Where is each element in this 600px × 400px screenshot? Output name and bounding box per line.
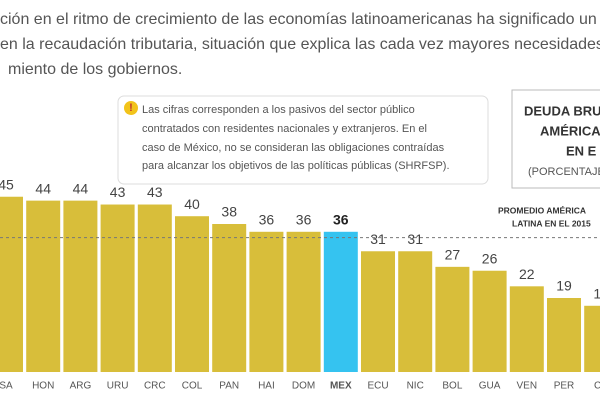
intro-line: miento de los gobiernos. xyxy=(8,61,182,78)
value-label: 43 xyxy=(147,184,163,200)
chart-title: EN E xyxy=(566,143,597,158)
x-tick-label: ARG xyxy=(70,381,92,392)
x-tick-label: CRC xyxy=(144,381,166,392)
value-label: 22 xyxy=(519,266,535,282)
bar xyxy=(137,204,172,372)
bar xyxy=(547,298,581,372)
bar xyxy=(175,216,209,372)
x-tick-label: GUA xyxy=(479,381,501,392)
x-tick-label: COL xyxy=(182,381,203,392)
intro-line: ción en el ritmo de crecimiento de las e… xyxy=(0,11,597,28)
note-line: Las cifras corresponden a los pasivos de… xyxy=(142,104,415,116)
x-tick-label: BOL xyxy=(442,381,462,392)
value-label: 36 xyxy=(296,211,312,227)
bar xyxy=(323,231,358,372)
value-label: 36 xyxy=(333,211,349,227)
value-label: 44 xyxy=(73,180,89,196)
title-box xyxy=(511,89,600,189)
bar xyxy=(63,200,98,372)
x-tick-label: HAI xyxy=(258,381,275,392)
x-tick-label: CH xyxy=(594,381,600,392)
bar xyxy=(361,251,395,372)
average-label: LATINA EN EL 2015 xyxy=(512,218,591,228)
value-label: 19 xyxy=(556,278,572,294)
bar xyxy=(249,231,284,372)
bar xyxy=(435,266,470,372)
x-tick-label: ECU xyxy=(367,381,388,392)
note-box xyxy=(117,95,489,185)
bar xyxy=(100,204,135,372)
note-line: para alcanzar los objetivos de las polít… xyxy=(142,160,450,172)
x-tick-label: DOM xyxy=(292,381,315,392)
value-label: 27 xyxy=(445,247,461,263)
value-label: 17 xyxy=(593,285,600,301)
bar xyxy=(472,270,507,372)
x-tick-label: URU xyxy=(107,381,129,392)
note-line: caso de México, no se consideran las obl… xyxy=(142,142,445,154)
value-label: 40 xyxy=(184,196,200,212)
x-tick-label: SA xyxy=(0,381,13,392)
bar xyxy=(398,251,433,372)
x-tick-label: PER xyxy=(554,381,575,392)
x-tick-label: MEX xyxy=(330,381,352,392)
warning-mark: ! xyxy=(129,102,133,114)
bar xyxy=(0,196,23,372)
bar xyxy=(509,286,544,372)
value-label: 45 xyxy=(0,176,14,192)
x-tick-label: HON xyxy=(32,381,54,392)
bar xyxy=(26,200,61,372)
value-label: 38 xyxy=(221,204,237,220)
value-label: 36 xyxy=(259,211,275,227)
bar xyxy=(212,224,247,372)
value-label: 26 xyxy=(482,250,498,266)
note-line: contratados con residentes nacionales y … xyxy=(142,123,427,135)
chart-title: AMÉRICA xyxy=(540,123,600,138)
bar xyxy=(286,231,321,372)
x-tick-label: NIC xyxy=(407,381,424,392)
chart-subtitle: (PORCENTAJE xyxy=(528,166,600,178)
value-label: 44 xyxy=(35,180,51,196)
intro-line: en la recaudación tributaria, situación … xyxy=(0,36,600,53)
value-label: 31 xyxy=(370,231,386,247)
average-label: PROMEDIO AMÉRICA xyxy=(498,205,586,215)
value-label: 43 xyxy=(110,184,126,200)
x-tick-label: VEN xyxy=(517,381,538,392)
x-tick-label: PAN xyxy=(219,381,239,392)
value-label: 31 xyxy=(407,231,423,247)
warning-icon xyxy=(124,101,138,115)
bar xyxy=(584,305,600,372)
chart-title: DEUDA BRU xyxy=(524,103,600,118)
